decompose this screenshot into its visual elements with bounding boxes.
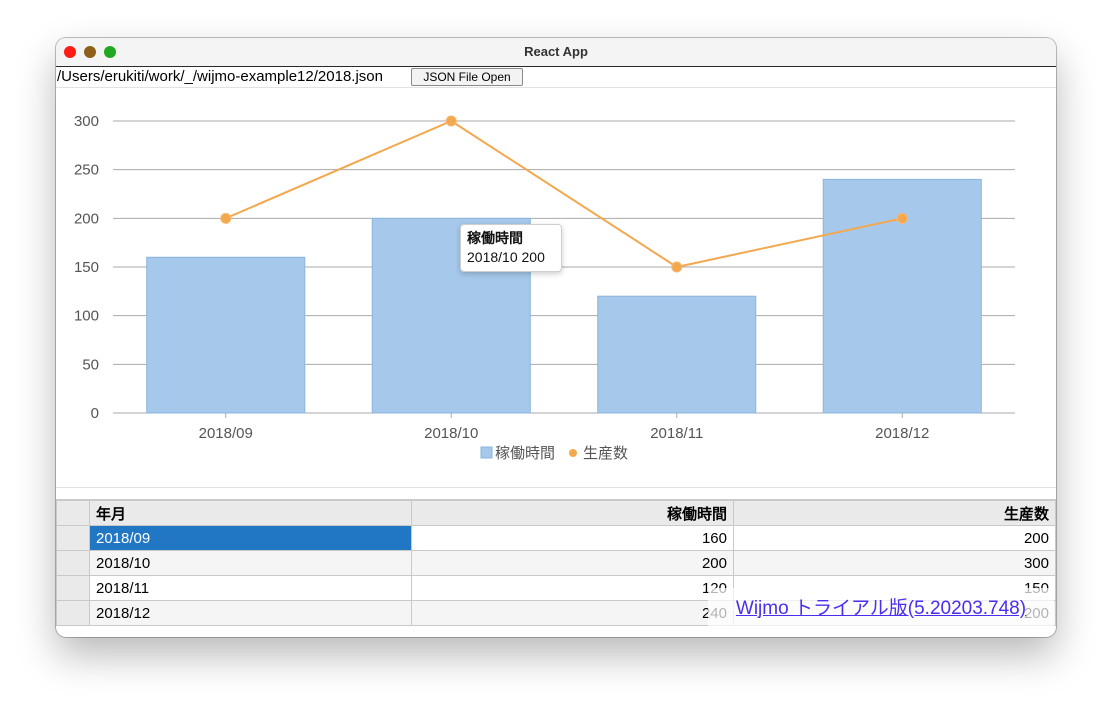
file-path: /Users/erukiti/work/_/wijmo-example12/20… <box>57 68 383 85</box>
chart-tooltip: 稼働時間 2018/10 200 <box>460 224 562 272</box>
bar-2018/09 <box>146 256 306 414</box>
y-tick-label: 200 <box>74 210 99 227</box>
column-header-month[interactable]: 年月 <box>89 500 412 526</box>
table-row: 2018/09 160 200 <box>56 525 1056 551</box>
y-tick-label: 150 <box>74 259 99 276</box>
tooltip-title: 稼働時間 <box>467 230 523 246</box>
y-tick-label: 300 <box>74 113 99 130</box>
x-tick-label: 2018/11 <box>650 425 703 442</box>
wijmo-trial-watermark-link[interactable]: Wijmo トライアル版(5.20203.748) <box>708 588 1054 628</box>
y-tick-label: 250 <box>74 162 99 179</box>
x-tick-label: 2018/12 <box>875 425 929 442</box>
column-header-production[interactable]: 生産数 <box>733 500 1056 526</box>
line-point-2018/11 <box>671 261 683 273</box>
y-tick-label: 0 <box>91 405 99 422</box>
combo-chart: 0 50 100 150 200 250 300 2018/09 2018/10 2018/11… <box>74 113 1015 462</box>
y-tick-label: 100 <box>74 308 99 325</box>
grid-cell-month[interactable]: 2018/12 <box>89 600 412 626</box>
bar-2018/11 <box>597 295 757 414</box>
x-tick-label: 2018/10 <box>424 425 478 442</box>
row-header-cell[interactable] <box>56 550 90 576</box>
grid-cell-hours[interactable]: 240 <box>411 600 734 626</box>
legend-swatch-line <box>569 449 577 457</box>
grid-corner-cell[interactable] <box>56 500 90 526</box>
app-window: React App /Users/erukiti/work/_/wijmo-ex… <box>56 38 1056 637</box>
table-row: 2018/10 200 300 <box>56 550 1056 576</box>
legend-label-line: 生産数 <box>583 445 628 462</box>
file-bar: /Users/erukiti/work/_/wijmo-example12/20… <box>56 67 1056 87</box>
grid-cell-month[interactable]: 2018/10 <box>89 550 412 576</box>
grid-cell-hours[interactable]: 200 <box>411 550 734 576</box>
row-header-cell[interactable] <box>56 525 90 551</box>
grid-cell-hours[interactable]: 160 <box>411 525 734 551</box>
minimize-window-button[interactable] <box>84 46 96 58</box>
maximize-window-button[interactable] <box>104 46 116 58</box>
close-window-button[interactable] <box>64 46 76 58</box>
legend-label-bar: 稼働時間 <box>495 445 555 462</box>
row-header-cell[interactable] <box>56 575 90 601</box>
line-series-path <box>225 119 903 269</box>
row-header-cell[interactable] <box>56 600 90 626</box>
line-point-2018/09 <box>220 212 232 224</box>
grid-cell-production[interactable]: 200 <box>733 525 1056 551</box>
window-title: React App <box>524 44 588 59</box>
chart-panel: 0 50 100 150 200 250 300 2018/09 2018/10 2018/11… <box>56 87 1056 488</box>
title-bar: React App <box>56 38 1056 67</box>
line-point-2018/10 <box>445 115 457 127</box>
grid-header-row: 年月 稼働時間 生産数 <box>56 500 1056 526</box>
grid-cell-month[interactable]: 2018/09 <box>89 525 412 551</box>
line-point-2018/12 <box>896 212 908 224</box>
legend-swatch-bar <box>480 446 493 459</box>
y-tick-label: 50 <box>82 356 99 373</box>
grid-cell-production[interactable]: 300 <box>733 550 1056 576</box>
grid-cell-hours[interactable]: 120 <box>411 575 734 601</box>
tooltip-body: 2018/10 200 <box>467 249 545 265</box>
column-header-hours[interactable]: 稼働時間 <box>411 500 734 526</box>
grid-cell-month[interactable]: 2018/11 <box>89 575 412 601</box>
x-tick-label: 2018/09 <box>199 425 253 442</box>
json-file-open-button[interactable]: JSON File Open <box>411 68 523 86</box>
